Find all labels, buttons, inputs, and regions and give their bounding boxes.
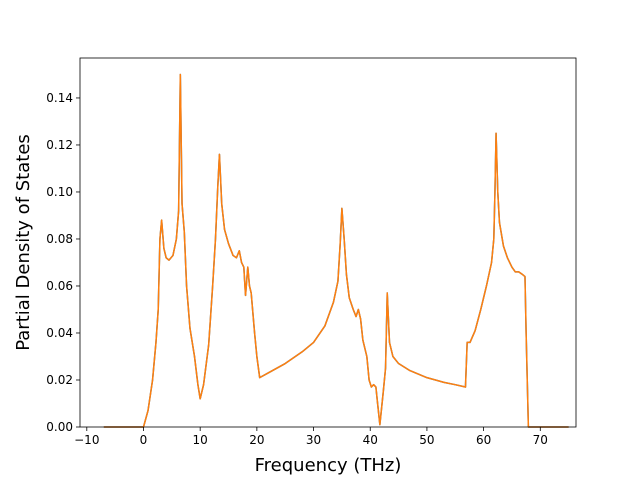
series-layer xyxy=(103,73,569,428)
x-axis-label: Frequency (THz) xyxy=(255,455,402,476)
x-tick-label: 40 xyxy=(363,433,378,447)
x-axis-ticks: −10 0 10 20 30 40 50 60 70 xyxy=(74,427,548,447)
series-line-2 xyxy=(103,73,569,428)
x-tick-label: 20 xyxy=(249,433,264,447)
x-tick-label: 70 xyxy=(533,433,548,447)
x-tick-label: −10 xyxy=(74,433,99,447)
y-tick-label: 0.10 xyxy=(46,185,73,199)
plot-frame xyxy=(79,57,577,428)
y-tick-label: 0.02 xyxy=(46,373,73,387)
x-tick-label: 30 xyxy=(306,433,321,447)
y-tick-label: 0.06 xyxy=(46,279,73,293)
y-tick-label: 0.12 xyxy=(46,138,73,152)
y-axis-ticks: 0.00 0.02 0.04 0.06 0.08 0.10 0.12 0.14 xyxy=(46,91,80,434)
y-tick-label: 0.14 xyxy=(46,91,73,105)
y-tick-label: 0.08 xyxy=(46,232,73,246)
x-tick-label: 10 xyxy=(193,433,208,447)
x-tick-label: 60 xyxy=(476,433,491,447)
x-tick-label: 0 xyxy=(140,433,148,447)
x-tick-label: 50 xyxy=(419,433,434,447)
y-tick-label: 0.00 xyxy=(46,420,73,434)
y-axis-label: Partial Density of States xyxy=(13,134,34,351)
y-tick-label: 0.04 xyxy=(46,326,73,340)
